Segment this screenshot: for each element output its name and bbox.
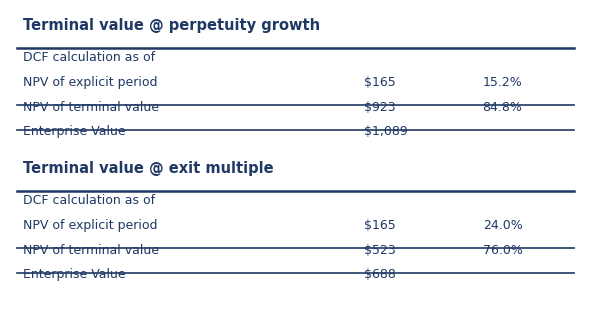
- Text: $165: $165: [363, 76, 395, 89]
- Text: NPV of explicit period: NPV of explicit period: [23, 219, 158, 232]
- Text: Enterprise Value: Enterprise Value: [23, 125, 126, 138]
- Text: NPV of explicit period: NPV of explicit period: [23, 76, 158, 89]
- Text: 15.2%: 15.2%: [483, 76, 522, 89]
- Text: 84.8%: 84.8%: [483, 100, 522, 114]
- Text: $165: $165: [363, 219, 395, 232]
- Text: DCF calculation as of: DCF calculation as of: [23, 51, 155, 64]
- Text: $523: $523: [363, 244, 395, 257]
- Text: Terminal value @ exit multiple: Terminal value @ exit multiple: [23, 161, 274, 176]
- Text: NPV of terminal value: NPV of terminal value: [23, 100, 159, 114]
- Text: NPV of terminal value: NPV of terminal value: [23, 244, 159, 257]
- Text: DCF calculation as of: DCF calculation as of: [23, 194, 155, 207]
- Text: $688: $688: [363, 268, 395, 281]
- Text: 76.0%: 76.0%: [483, 244, 522, 257]
- Text: Terminal value @ perpetuity growth: Terminal value @ perpetuity growth: [23, 18, 320, 33]
- Text: Enterprise Value: Enterprise Value: [23, 268, 126, 281]
- Text: $1,089: $1,089: [363, 125, 407, 138]
- Text: $923: $923: [363, 100, 395, 114]
- Text: 24.0%: 24.0%: [483, 219, 522, 232]
